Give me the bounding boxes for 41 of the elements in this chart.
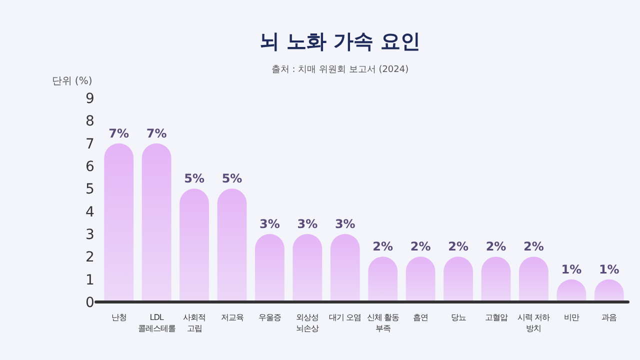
- y-tick-label: 3: [86, 227, 94, 243]
- data-label: 7%: [108, 126, 130, 140]
- data-label: 1%: [561, 262, 582, 276]
- data-label: 5%: [222, 172, 242, 186]
- x-tick-label: 대기 오염: [329, 313, 362, 322]
- data-label: 3%: [297, 217, 318, 231]
- y-tick-label: 7: [86, 136, 94, 152]
- y-tick-label: 8: [86, 114, 94, 130]
- y-tick-label: 2: [86, 250, 94, 266]
- y-tick-label: 9: [86, 91, 94, 107]
- x-tick-label: 외상성 뇌손상: [296, 313, 320, 333]
- y-tick-label: 6: [86, 159, 95, 175]
- y-axis-title: 단위 (%): [52, 76, 92, 87]
- x-tick-label: LDL 콜레스테롤: [138, 313, 176, 333]
- x-tick-label: 난청: [111, 313, 126, 322]
- y-tick-label: 5: [86, 182, 94, 198]
- data-label: 2%: [410, 240, 431, 254]
- data-label: 2%: [524, 240, 544, 254]
- data-label: 1%: [598, 262, 620, 276]
- y-tick-label: 0: [86, 295, 94, 311]
- x-tick-label: 우울증: [258, 313, 282, 322]
- y-tick-label: 4: [86, 204, 95, 220]
- x-tick-label: 비만: [564, 313, 580, 322]
- x-tick-label: 당뇨: [450, 313, 466, 322]
- x-tick-label: 사회적 고립: [183, 313, 206, 333]
- data-label: 3%: [334, 217, 356, 231]
- data-label: 2%: [448, 240, 468, 254]
- x-tick-label: 고혈압: [484, 313, 508, 322]
- data-label: 7%: [146, 126, 167, 140]
- data-label: 3%: [260, 217, 280, 231]
- x-tick-label: 신체 활동 부족: [366, 313, 400, 333]
- x-tick-label: 과음: [602, 313, 618, 322]
- data-label: 2%: [486, 240, 506, 254]
- data-label: 2%: [372, 240, 394, 254]
- chart-subtitle: 출처 : 치매 위원회 보고서 (2024): [271, 65, 409, 75]
- x-tick-label: 시력 저하 방치: [518, 313, 550, 333]
- x-tick-label: 흡연: [413, 313, 428, 322]
- data-label: 5%: [184, 172, 204, 186]
- x-tick-label: 저교육: [220, 313, 244, 322]
- y-tick-label: 1: [86, 272, 94, 288]
- chart-title: 뇌 노화 가속 요인: [260, 29, 420, 53]
